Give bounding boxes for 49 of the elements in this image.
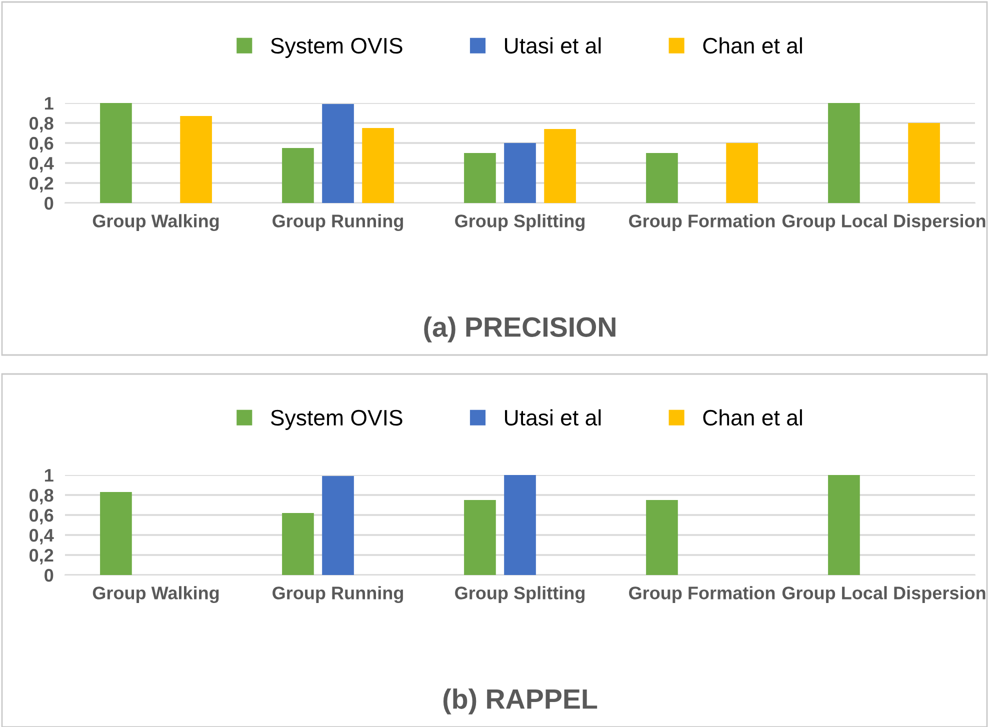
y-tick-label: 0,8 — [30, 488, 54, 504]
x-tick-label: Group Running — [272, 586, 403, 604]
y-tick-label: 0,8 — [30, 116, 54, 132]
y-tick-label: 1 — [44, 469, 54, 482]
legend-label: Utasi et al — [505, 409, 601, 426]
legend-label: System OVIS — [270, 410, 402, 430]
y-tick-label: 0,4 — [30, 528, 54, 544]
text: (a) PRECISION — [424, 316, 616, 342]
bar — [504, 475, 536, 575]
bar — [282, 148, 314, 203]
bar — [908, 123, 940, 203]
x-tick-label: Group Splitting — [455, 214, 584, 232]
y-tick-label: 1 — [44, 97, 54, 110]
y-tick-label: 0,4 — [30, 156, 54, 172]
y-tick-label: 0 — [44, 568, 54, 582]
bar — [828, 475, 860, 575]
x-tick-label: Group Local Dispersion — [782, 586, 986, 603]
x-tick-label: Group Splitting — [455, 586, 584, 604]
bar — [544, 129, 576, 203]
legend-label: Utasi et al — [505, 37, 601, 54]
bar — [362, 128, 394, 203]
bar — [464, 500, 496, 575]
x-tick-label: Group Formation — [629, 586, 775, 603]
bar — [646, 153, 678, 203]
bar — [322, 476, 354, 575]
bar — [322, 104, 354, 203]
bar — [100, 492, 132, 575]
bar — [180, 116, 212, 203]
x-tick-label: Group Walking — [92, 214, 219, 232]
x-tick-label: Group Running — [272, 214, 403, 232]
bar — [726, 143, 758, 203]
legend-label: Chan et al — [703, 409, 802, 426]
y-tick-label: 0,2 — [30, 176, 54, 192]
y-tick-label: 0,6 — [30, 136, 54, 152]
bar — [282, 513, 314, 575]
legend-label: Chan et al — [703, 37, 802, 54]
y-tick-label: 0,2 — [30, 548, 54, 564]
x-tick-label: Group Walking — [92, 586, 219, 604]
y-tick-label: 0 — [44, 196, 54, 210]
bar — [464, 153, 496, 203]
bar — [504, 143, 536, 203]
text: (b) RAPPEL — [443, 688, 598, 714]
bar — [828, 103, 860, 203]
legend-label: System OVIS — [270, 38, 402, 58]
y-tick-label: 0,6 — [30, 508, 54, 524]
x-tick-label: Group Formation — [629, 214, 775, 231]
bar — [646, 500, 678, 575]
x-tick-label: Group Local Dispersion — [782, 214, 986, 231]
bar — [100, 103, 132, 203]
